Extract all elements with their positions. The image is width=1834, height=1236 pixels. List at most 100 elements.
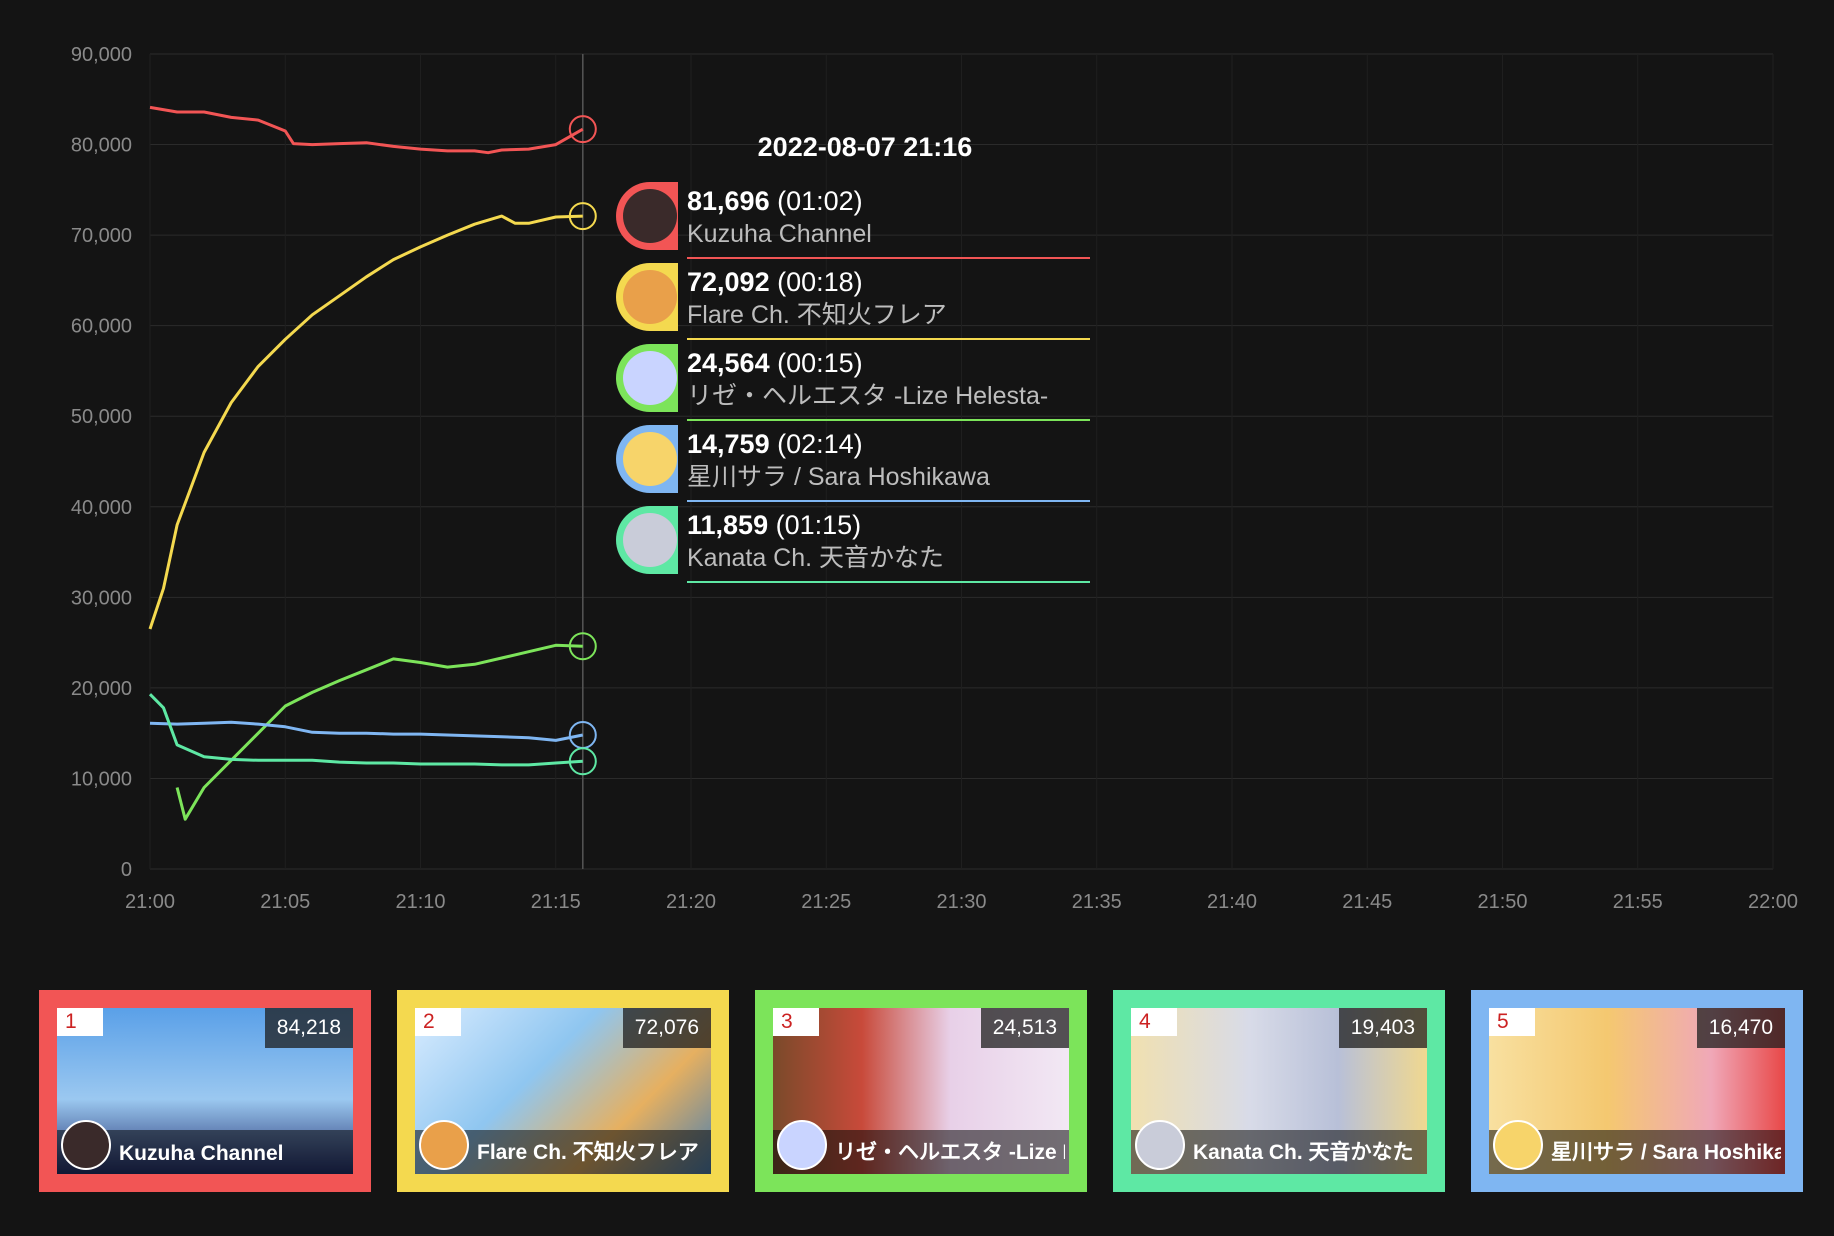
- avatar-image: [623, 432, 677, 486]
- channel-name: Flare Ch. 不知火フレア: [477, 1141, 699, 1164]
- avatar-image: [623, 513, 677, 567]
- channel-bar: 星川サラ / Sara Hoshikawa: [1489, 1120, 1785, 1174]
- tooltip-text: 14,759 (02:14) 星川サラ / Sara Hoshikawa: [687, 427, 1090, 502]
- stream-card-1[interactable]: 1 84,218 Kuzuha Channel: [39, 990, 371, 1192]
- viewer-count-badge: 24,513: [980, 1008, 1069, 1048]
- series-marker-1[interactable]: [568, 115, 597, 144]
- series-marker-5[interactable]: [568, 747, 597, 776]
- concurrent-viewers: 14,759 (02:14): [687, 427, 1090, 461]
- rank-badge: 5: [1489, 1008, 1535, 1036]
- series-line-1: [149, 105, 584, 155]
- y-tick-label: 10,000: [71, 768, 132, 790]
- y-tick-label: 80,000: [71, 135, 132, 157]
- viewer-count: 14,759: [687, 429, 770, 459]
- y-axis-ticks: 90,000 80,000 70,000 60,000 50,000 40,000 30,0…: [71, 44, 132, 881]
- tooltip-text: 72,092 (00:18) Flare Ch. 不知火フレア: [687, 265, 1090, 340]
- channel-avatar: [616, 506, 678, 574]
- x-tick-label: 21:00: [125, 891, 175, 913]
- y-tick-label: 70,000: [71, 225, 132, 247]
- channel-name: Kanata Ch. 天音かなた: [1193, 1141, 1414, 1164]
- concurrent-viewers: 11,859 (01:15): [687, 508, 1090, 542]
- hover-markers: [568, 115, 597, 776]
- series-line-3: [175, 643, 583, 821]
- stream-thumbnail[interactable]: 4 19,403 Kanata Ch. 天音かなた: [1131, 1008, 1427, 1174]
- channel-avatar: [616, 263, 678, 331]
- viewer-count-badge: 84,218: [264, 1008, 353, 1048]
- x-tick-label: 21:45: [1342, 891, 1392, 913]
- avatar-image: [623, 270, 677, 324]
- y-tick-label: 60,000: [71, 316, 132, 338]
- channel-bar: リゼ・ヘルエスタ -Lize Helesta-: [773, 1120, 1069, 1174]
- stream-card-2[interactable]: 2 72,076 Flare Ch. 不知火フレア: [397, 990, 729, 1192]
- channel-name: Flare Ch. 不知火フレア: [687, 301, 947, 329]
- x-tick-label: 22:00: [1748, 891, 1798, 913]
- channel-avatar: [616, 425, 678, 493]
- stream-duration: (02:14): [777, 429, 863, 459]
- stream-duration: (01:02): [777, 186, 863, 216]
- chart-grid: [149, 53, 1774, 870]
- channel-bar: Kuzuha Channel: [57, 1120, 353, 1174]
- tooltip-row: 24,564 (00:15) リゼ・ヘルエスタ -Lize Helesta-: [610, 342, 1090, 421]
- y-tick-label: 30,000: [71, 587, 132, 609]
- stream-card-3[interactable]: 3 24,513 リゼ・ヘルエスタ -Lize Helesta-: [755, 990, 1087, 1192]
- channel-name: Kuzuha Channel: [687, 220, 872, 248]
- x-tick-label: 21:40: [1207, 891, 1257, 913]
- x-tick-label: 21:55: [1613, 891, 1663, 913]
- rank-badge: 1: [57, 1008, 103, 1036]
- stream-thumbnail[interactable]: 2 72,076 Flare Ch. 不知火フレア: [415, 1008, 711, 1174]
- stream-card-5[interactable]: 5 16,470 星川サラ / Sara Hoshikawa: [1471, 990, 1803, 1192]
- tooltip-timestamp: 2022-08-07 21:16: [757, 132, 973, 162]
- viewer-count: 11,859: [687, 510, 769, 540]
- viewer-count: 72,092: [687, 267, 770, 297]
- x-tick-label: 21:35: [1072, 891, 1122, 913]
- viewer-count: 24,564: [687, 348, 770, 378]
- stream-thumbnail[interactable]: 1 84,218 Kuzuha Channel: [57, 1008, 353, 1174]
- channel-avatar: [419, 1120, 469, 1170]
- rank-badge: 4: [1131, 1008, 1177, 1036]
- viewer-line-chart: 90,000 80,000 70,000 60,000 50,000 40,000 30,0…: [71, 44, 1798, 913]
- series-lines: [148, 105, 584, 821]
- tooltip-rows: 81,696 (01:02) Kuzuha Channel 72,092 (00:1…: [610, 180, 1090, 583]
- stream-thumbnail[interactable]: 5 16,470 星川サラ / Sara Hoshikawa: [1489, 1008, 1785, 1174]
- channel-avatar: [616, 182, 678, 250]
- viewer-count-badge: 19,403: [1338, 1008, 1427, 1048]
- tooltip-row: 72,092 (00:18) Flare Ch. 不知火フレア: [610, 261, 1090, 340]
- series-marker-3[interactable]: [568, 632, 597, 661]
- stream-duration: (00:15): [777, 348, 863, 378]
- y-tick-label: 90,000: [71, 44, 132, 66]
- series-marker-2[interactable]: [568, 202, 597, 231]
- tooltip-row: 14,759 (02:14) 星川サラ / Sara Hoshikawa: [610, 423, 1090, 502]
- x-tick-label: 21:05: [260, 891, 310, 913]
- channel-name: リゼ・ヘルエスタ -Lize Helesta-: [835, 1141, 1065, 1164]
- stream-thumbnail[interactable]: 3 24,513 リゼ・ヘルエスタ -Lize Helesta-: [773, 1008, 1069, 1174]
- concurrent-viewers: 81,696 (01:02): [687, 184, 1090, 218]
- rank-badge: 3: [773, 1008, 819, 1036]
- x-tick-label: 21:25: [801, 891, 851, 913]
- series-line-2: [148, 214, 583, 630]
- channel-name: 星川サラ / Sara Hoshikawa: [1551, 1141, 1781, 1164]
- avatar-image: [623, 189, 677, 243]
- channel-name: リゼ・ヘルエスタ -Lize Helesta-: [687, 382, 1049, 410]
- y-tick-label: 50,000: [71, 406, 132, 428]
- tooltip-text: 11,859 (01:15) Kanata Ch. 天音かなた: [687, 508, 1090, 583]
- channel-bar: Kanata Ch. 天音かなた: [1131, 1120, 1427, 1174]
- viewer-count-badge: 72,076: [622, 1008, 711, 1048]
- channel-avatar: [1135, 1120, 1185, 1170]
- rank-badge: 2: [415, 1008, 461, 1036]
- y-tick-label: 40,000: [71, 497, 132, 519]
- x-tick-label: 21:30: [936, 891, 986, 913]
- channel-name: 星川サラ / Sara Hoshikawa: [687, 463, 990, 491]
- channel-avatar: [61, 1120, 111, 1170]
- x-axis-ticks: 21:00 21:05 21:10 21:15 21:20 21:25 21:30 21:35…: [125, 891, 1798, 913]
- avatar-image: [623, 351, 677, 405]
- viewer-count: 81,696: [687, 186, 770, 216]
- stream-duration: (01:15): [775, 510, 862, 540]
- channel-name: Kanata Ch. 天音かなた: [687, 544, 945, 572]
- tooltip-text: 81,696 (01:02) Kuzuha Channel: [687, 184, 1090, 259]
- series-line-5: [148, 693, 583, 767]
- y-tick-label: 20,000: [71, 678, 132, 700]
- stream-card-4[interactable]: 4 19,403 Kanata Ch. 天音かなた: [1113, 990, 1445, 1192]
- channel-avatar: [616, 344, 678, 412]
- viewer-count-badge: 16,470: [1696, 1008, 1785, 1048]
- y-tick-label: 0: [121, 859, 132, 881]
